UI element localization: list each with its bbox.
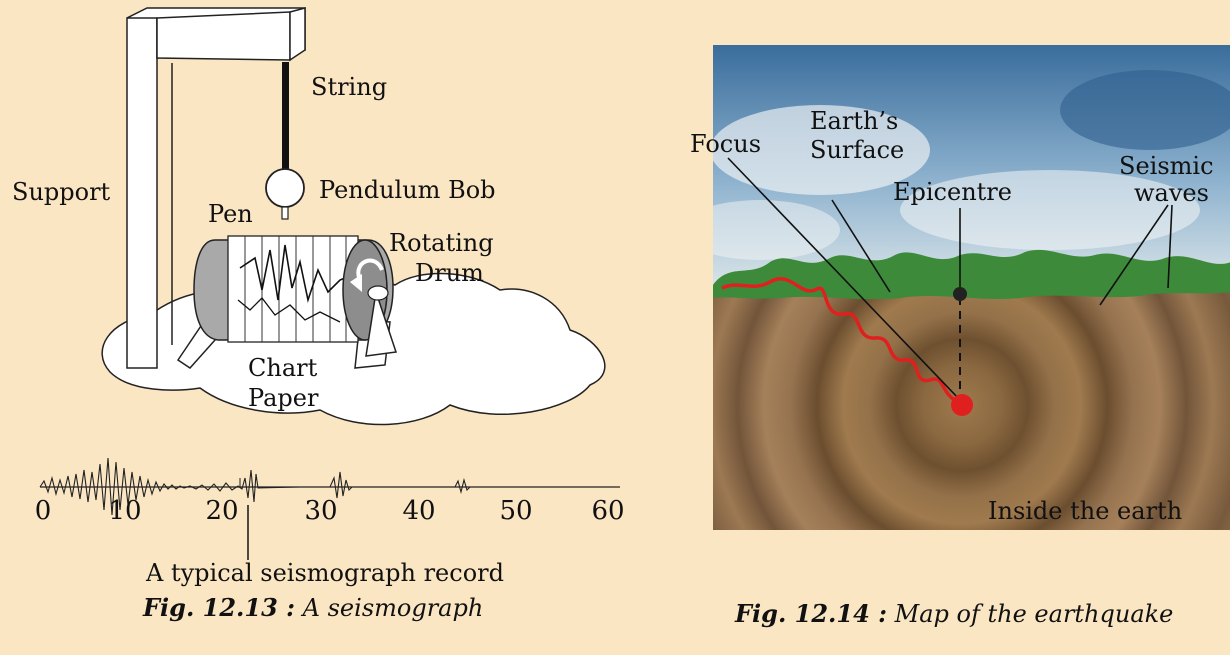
focus-label: Focus bbox=[690, 130, 762, 158]
waves-pointer-1 bbox=[1167, 204, 1173, 289]
epicentre-label: Epicentre bbox=[893, 178, 1012, 206]
earthquake-map bbox=[713, 45, 1230, 530]
waves-label: waves bbox=[1134, 179, 1209, 207]
pendulum-bob bbox=[265, 168, 305, 208]
rotating-label: Rotating bbox=[389, 229, 494, 257]
waves-pointer-2 bbox=[1099, 204, 1169, 306]
record-tick-20: 20 bbox=[205, 496, 239, 526]
record-tick-0: 0 bbox=[34, 496, 52, 526]
record-tick-60: 60 bbox=[591, 496, 625, 526]
support-label: Support bbox=[12, 178, 111, 206]
string-label: String bbox=[311, 73, 388, 101]
figure-title: A seismograph bbox=[302, 594, 484, 622]
vegetation bbox=[713, 249, 1230, 300]
seismic-label: Seismic bbox=[1119, 152, 1214, 180]
rotating-drum bbox=[193, 235, 394, 343]
earths-label: Earth’s bbox=[810, 107, 899, 135]
support-post bbox=[126, 14, 158, 369]
epicentre-dot bbox=[953, 287, 967, 301]
record-tick-40: 40 bbox=[402, 496, 436, 526]
inside-earth-label: Inside the earth bbox=[988, 497, 1183, 525]
record-tick-10: 10 bbox=[108, 496, 142, 526]
record-tick-50: 50 bbox=[499, 496, 533, 526]
seismic-wave-path bbox=[721, 277, 961, 405]
pendulum-bob-label: Pendulum Bob bbox=[319, 176, 496, 204]
pen-label: Pen bbox=[208, 200, 253, 228]
surface-label: Surface bbox=[810, 136, 905, 164]
drum-label: Drum bbox=[415, 259, 484, 287]
record-caption: A typical seismograph record bbox=[146, 559, 504, 587]
pendulum-string bbox=[282, 62, 289, 170]
figure-number: Fig. 12.13 : bbox=[143, 593, 296, 622]
figure-caption-12-13: Fig. 12.13 : A seismograph bbox=[143, 593, 483, 622]
focus-pointer bbox=[727, 157, 961, 401]
focus-dot bbox=[951, 394, 973, 416]
rotation-arrow-icon bbox=[356, 258, 384, 281]
figure-caption-12-14: Fig. 12.14 : Map of the earthquake bbox=[735, 599, 1173, 628]
figure-title: Map of the earthquake bbox=[894, 600, 1174, 628]
paper-label: Paper bbox=[248, 384, 319, 412]
surface-pointer bbox=[831, 199, 891, 293]
record-tick-30: 30 bbox=[304, 496, 338, 526]
seismograph-record-trace bbox=[39, 457, 620, 516]
chart-label: Chart bbox=[248, 354, 318, 382]
figure-number: Fig. 12.14 : bbox=[735, 599, 888, 628]
